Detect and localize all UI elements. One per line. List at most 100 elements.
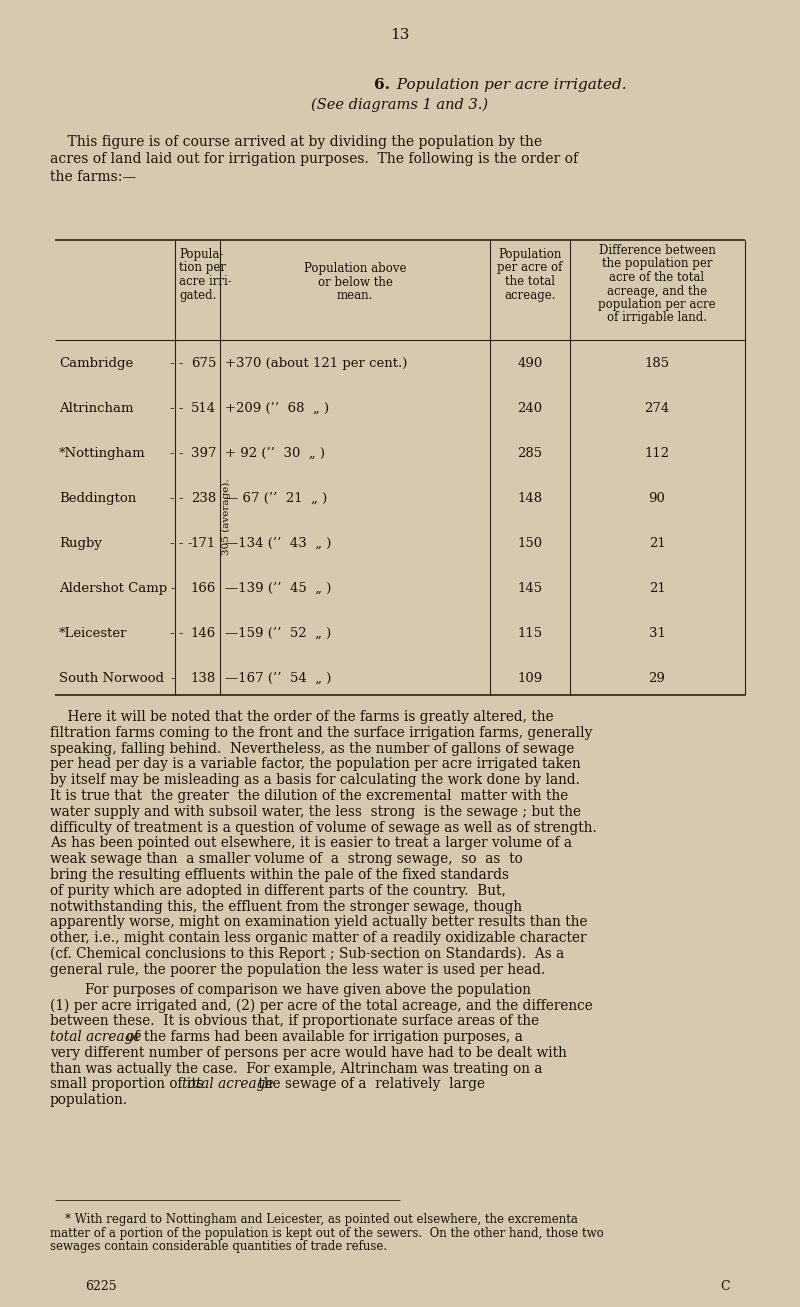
Text: 90: 90 [649,491,666,505]
Text: 514: 514 [191,403,216,416]
Text: acre of the total: acre of the total [610,271,705,284]
Text: - -: - - [170,403,183,416]
Text: total acreage: total acreage [182,1077,274,1091]
Text: 490: 490 [518,357,542,370]
Text: -: - [170,672,174,685]
Text: As has been pointed out elsewhere, it is easier to treat a larger volume of a: As has been pointed out elsewhere, it is… [50,836,572,851]
Text: —134 (’’  43  „ ): —134 (’’ 43 „ ) [225,537,331,550]
Text: 148: 148 [518,491,542,505]
Text: 31: 31 [649,627,666,640]
Text: of the farms had been available for irrigation purposes, a: of the farms had been available for irri… [122,1030,522,1044]
Text: mean.: mean. [337,289,373,302]
Text: This figure is of course arrived at by dividing the population by the: This figure is of course arrived at by d… [50,135,542,149]
Text: notwithstanding this, the effluent from the stronger sewage, though: notwithstanding this, the effluent from … [50,899,522,914]
Text: 185: 185 [645,357,670,370]
Text: South Norwood: South Norwood [59,672,164,685]
Text: 274: 274 [644,403,670,416]
Text: small proportion of its: small proportion of its [50,1077,208,1091]
Text: other, i.e., might contain less organic matter of a readily oxidizable character: other, i.e., might contain less organic … [50,931,586,945]
Text: the farms:—: the farms:— [50,170,136,184]
Text: 21: 21 [649,582,666,595]
Text: Here it will be noted that the order of the farms is greatly altered, the: Here it will be noted that the order of … [50,710,554,724]
Text: - -: - - [170,447,183,460]
Text: filtration farms coming to the front and the surface irrigation farms, generally: filtration farms coming to the front and… [50,725,592,740]
Text: (cf. Chemical conclusions to this Report ; Sub-section on Standards).  As a: (cf. Chemical conclusions to this Report… [50,948,564,962]
Text: 112: 112 [645,447,670,460]
Text: (1) per acre irrigated and, (2) per acre of the total acreage, and the differenc: (1) per acre irrigated and, (2) per acre… [50,999,593,1013]
Text: —139 (’’  45  „ ): —139 (’’ 45 „ ) [225,582,331,595]
Text: +370 (about 121 per cent.): +370 (about 121 per cent.) [225,357,407,370]
Text: Rugby: Rugby [59,537,102,550]
Text: 145: 145 [518,582,542,595]
Text: per acre of: per acre of [498,261,562,274]
Text: 240: 240 [518,403,542,416]
Text: sewages contain considerable quantities of trade refuse.: sewages contain considerable quantities … [50,1240,387,1253]
Text: Population above: Population above [304,261,406,274]
Text: - -: - - [170,627,183,640]
Text: Popula-: Popula- [179,248,223,261]
Text: 285: 285 [518,447,542,460]
Text: 675: 675 [190,357,216,370]
Text: 13: 13 [390,27,410,42]
Text: acres of land laid out for irrigation purposes.  The following is the order of: acres of land laid out for irrigation pu… [50,153,578,166]
Text: gated.: gated. [179,289,216,302]
Text: 171: 171 [190,537,216,550]
Text: Population per acre irrigated.: Population per acre irrigated. [392,78,626,91]
Text: between these.  It is obvious that, if proportionate surface areas of the: between these. It is obvious that, if pr… [50,1014,539,1029]
Text: Cambridge: Cambridge [59,357,134,370]
Text: - - -: - - - [170,537,192,550]
Text: 109: 109 [518,672,542,685]
Text: speaking, falling behind.  Nevertheless, as the number of gallons of sewage: speaking, falling behind. Nevertheless, … [50,741,574,755]
Text: bring the resulting effluents within the pale of the fixed standards: bring the resulting effluents within the… [50,868,509,882]
Text: Beddington: Beddington [59,491,136,505]
Text: 29: 29 [649,672,666,685]
Text: total acreage: total acreage [50,1030,142,1044]
Text: 146: 146 [190,627,216,640]
Text: 305 (average).: 305 (average). [222,478,230,555]
Text: acreage.: acreage. [504,289,556,302]
Text: the population per: the population per [602,257,712,271]
Text: (See diagrams 1 and 3.): (See diagrams 1 and 3.) [311,98,489,112]
Text: —159 (’’  52  „ ): —159 (’’ 52 „ ) [225,627,331,640]
Text: -: - [170,582,174,595]
Text: acre irri-: acre irri- [179,274,232,288]
Text: For purposes of comparison we have given above the population: For purposes of comparison we have given… [50,983,531,997]
Text: It is true that  the greater  the dilution of the excremental  matter with the: It is true that the greater the dilution… [50,789,568,802]
Text: Aldershot Camp: Aldershot Camp [59,582,167,595]
Text: the total: the total [505,274,555,288]
Text: general rule, the poorer the population the less water is used per head.: general rule, the poorer the population … [50,963,546,976]
Text: very different number of persons per acre would have had to be dealt with: very different number of persons per acr… [50,1046,567,1060]
Text: water supply and with subsoil water, the less  strong  is the sewage ; but the: water supply and with subsoil water, the… [50,805,581,818]
Text: tion per: tion per [179,261,226,274]
Text: of irrigable land.: of irrigable land. [607,311,707,324]
Text: difficulty of treatment is a question of volume of sewage as well as of strength: difficulty of treatment is a question of… [50,821,597,835]
Text: 6225: 6225 [85,1280,117,1293]
Text: — 67 (’’  21  „ ): — 67 (’’ 21 „ ) [225,491,327,505]
Text: 6.: 6. [374,78,390,91]
Text: C: C [720,1280,730,1293]
Text: per head per day is a variable factor, the population per acre irrigated taken: per head per day is a variable factor, t… [50,757,581,771]
Text: - -: - - [170,357,183,370]
Text: *Leicester: *Leicester [59,627,127,640]
Text: Difference between: Difference between [598,244,715,257]
Text: by itself may be misleading as a basis for calculating the work done by land.: by itself may be misleading as a basis f… [50,774,580,787]
Text: 166: 166 [190,582,216,595]
Text: or below the: or below the [318,276,393,289]
Text: than was actually the case.  For example, Altrincham was treating on a: than was actually the case. For example,… [50,1061,542,1076]
Text: 150: 150 [518,537,542,550]
Text: 115: 115 [518,627,542,640]
Text: +209 (’’  68  „ ): +209 (’’ 68 „ ) [225,403,329,416]
Text: 138: 138 [190,672,216,685]
Text: the sewage of a  relatively  large: the sewage of a relatively large [254,1077,486,1091]
Text: Altrincham: Altrincham [59,403,134,416]
Text: 238: 238 [190,491,216,505]
Text: Population: Population [498,248,562,261]
Text: population.: population. [50,1093,128,1107]
Text: 397: 397 [190,447,216,460]
Text: - -: - - [170,491,183,505]
Text: weak sewage than  a smaller volume of  a  strong sewage,  so  as  to: weak sewage than a smaller volume of a s… [50,852,522,867]
Text: + 92 (’’  30  „ ): + 92 (’’ 30 „ ) [225,447,325,460]
Text: apparently worse, might on examination yield actually better results than the: apparently worse, might on examination y… [50,915,587,929]
Text: —167 (’’  54  „ ): —167 (’’ 54 „ ) [225,672,331,685]
Text: * With regard to Nottingham and Leicester, as pointed out elsewhere, the excreme: * With regard to Nottingham and Leiceste… [50,1213,578,1226]
